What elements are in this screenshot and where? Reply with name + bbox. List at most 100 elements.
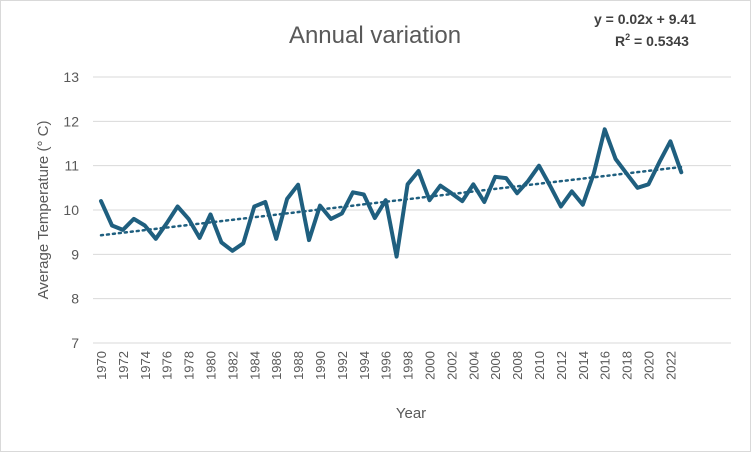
data-point: [515, 191, 519, 195]
data-point: [384, 198, 388, 202]
x-tick-label: 1996: [379, 351, 394, 380]
x-tick-label: 2002: [444, 351, 459, 380]
y-axis-ticks: 7 8 9 10 11 12 13: [63, 69, 79, 351]
x-tick-label: 2020: [642, 351, 657, 380]
x-tick-label: 1972: [116, 351, 131, 380]
data-point: [416, 169, 420, 173]
data-point: [482, 200, 486, 204]
y-tick-label: 8: [71, 291, 79, 307]
x-tick-label: 1988: [291, 351, 306, 380]
data-point: [438, 183, 442, 187]
data-point: [537, 163, 541, 167]
data-point: [449, 191, 453, 195]
data-point: [373, 216, 377, 220]
x-tick-label: 1986: [269, 351, 284, 380]
x-tick-label: 2016: [598, 351, 613, 380]
chart-title: Annual variation: [289, 22, 461, 49]
x-tick-label: 1976: [160, 351, 175, 380]
x-tick-label: 1970: [94, 351, 109, 380]
x-tick-label: 2000: [423, 351, 438, 380]
data-point: [351, 190, 355, 194]
x-axis-ticks: 1970 1972 1974 1976 1978 1980 1982 1984 1986 1988…: [94, 351, 678, 380]
data-point: [460, 199, 464, 203]
trend-equation: y = 0.02x + 9.41: [594, 11, 696, 27]
x-tick-label: 2006: [488, 351, 503, 380]
x-tick-label: 1974: [138, 351, 153, 380]
data-point: [132, 217, 136, 221]
r-squared-value: = 0.5343: [630, 33, 689, 49]
data-point: [340, 211, 344, 215]
data-point: [252, 204, 256, 208]
data-point: [121, 228, 125, 232]
data-point: [570, 189, 574, 193]
y-tick-label: 9: [71, 246, 79, 262]
data-point: [592, 171, 596, 175]
data-point: [175, 204, 179, 208]
data-point: [613, 157, 617, 161]
data-point: [493, 175, 497, 179]
data-point: [274, 237, 278, 241]
x-tick-label: 2018: [620, 351, 635, 380]
trendline-layer: [99, 165, 683, 237]
data-point: [165, 221, 169, 225]
x-tick-label: 1992: [335, 351, 350, 380]
data-point: [329, 217, 333, 221]
data-point: [559, 204, 563, 208]
data-point: [405, 182, 409, 186]
data-point: [296, 183, 300, 187]
trendline: [99, 165, 683, 237]
x-tick-label: 1980: [204, 351, 219, 380]
data-point: [504, 176, 508, 180]
r-squared-label: R2 = 0.5343: [615, 32, 689, 49]
x-tick-label: 1990: [313, 351, 328, 380]
data-point: [307, 238, 311, 242]
x-tick-label: 2010: [532, 351, 547, 380]
r-squared-superscript: 2: [625, 32, 630, 42]
data-point: [471, 182, 475, 186]
data-point: [679, 170, 683, 174]
x-tick-label: 2008: [510, 351, 525, 380]
data-point: [197, 236, 201, 240]
x-tick-label: 2014: [576, 351, 591, 380]
data-point: [230, 249, 234, 253]
data-point: [581, 202, 585, 206]
data-point: [603, 127, 607, 131]
gridlines: [93, 76, 731, 344]
x-tick-label: 1978: [182, 351, 197, 380]
data-point: [362, 192, 366, 196]
y-tick-label: 7: [71, 335, 79, 351]
data-point: [241, 241, 245, 245]
data-point: [219, 240, 223, 244]
data-point: [548, 183, 552, 187]
series-line: [99, 127, 684, 259]
x-tick-label: 1984: [247, 351, 262, 380]
data-point: [657, 160, 661, 164]
x-tick-label: 1998: [401, 351, 416, 380]
data-point: [646, 182, 650, 186]
data-point: [668, 139, 672, 143]
data-point: [427, 198, 431, 202]
data-point: [154, 237, 158, 241]
data-point: [624, 171, 628, 175]
x-tick-label: 2004: [466, 351, 481, 380]
y-tick-label: 12: [63, 113, 79, 129]
x-tick-label: 2012: [554, 351, 569, 380]
y-tick-label: 10: [63, 202, 79, 218]
x-tick-label: 1994: [357, 351, 372, 380]
data-point: [110, 223, 114, 227]
data-point: [394, 254, 398, 258]
data-point: [635, 186, 639, 190]
x-tick-label: 2022: [663, 351, 678, 380]
data-point: [526, 179, 530, 183]
series-layer: [99, 127, 684, 259]
x-tick-label: 1982: [225, 351, 240, 380]
data-point: [99, 199, 103, 203]
data-point: [208, 212, 212, 216]
y-tick-label: 13: [63, 69, 79, 85]
y-axis-title: Average Temperature (° C): [35, 121, 52, 300]
data-point: [285, 197, 289, 201]
x-axis-title: Year: [396, 405, 426, 422]
data-point: [186, 217, 190, 221]
data-point: [318, 203, 322, 207]
